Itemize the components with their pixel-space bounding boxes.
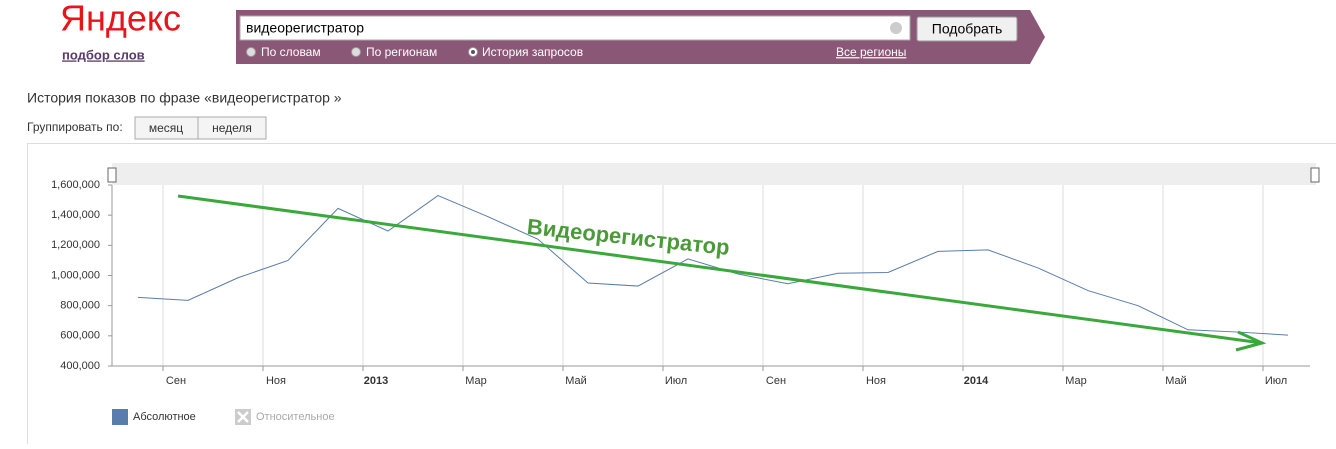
logo-sub[interactable]: подбор слов: [62, 47, 145, 62]
mode[interactable]: История запросов: [482, 45, 583, 59]
x-tick-label: Май: [1165, 375, 1187, 387]
y-tick-label: 400,000: [60, 360, 100, 372]
legend-entry[interactable]: Относительное: [256, 411, 335, 423]
y-tick-label: 1,600,000: [51, 179, 100, 191]
x-tick-label: Ноя: [266, 375, 286, 387]
y-tick-label: 600,000: [60, 330, 100, 342]
y-tick-label: 1,200,000: [51, 239, 100, 251]
radio[interactable]: [352, 48, 361, 57]
y-tick-label: 1,400,000: [51, 209, 100, 221]
mode[interactable]: По словам: [261, 45, 321, 59]
legend-swatch[interactable]: [112, 409, 128, 425]
scroll-handle[interactable]: [108, 168, 116, 182]
y-tick-label: 800,000: [60, 300, 100, 312]
regions-link[interactable]: Все регионы: [836, 45, 906, 59]
x-tick-label: Мар: [1065, 375, 1087, 387]
radio[interactable]: [247, 48, 256, 57]
x-tick-label: Июл: [1265, 375, 1287, 387]
x-tick-label: 2014: [964, 375, 989, 387]
group-button-label: неделя: [212, 121, 252, 135]
x-tick-label: Май: [565, 375, 587, 387]
history-title: История показов по фразе «видеорегистрат…: [27, 90, 342, 106]
group-button-label: месяц: [149, 121, 183, 135]
scroll-band[interactable]: [112, 163, 1316, 185]
legend-entry[interactable]: Абсолютное: [133, 411, 196, 423]
clear-icon[interactable]: [890, 22, 902, 34]
y-tick-label: 1,000,000: [51, 269, 100, 281]
x-tick-label: Июл: [665, 375, 687, 387]
group-label: Группировать по:: [27, 120, 123, 134]
scroll-handle[interactable]: [1311, 168, 1319, 182]
query: видеорегистратор: [246, 20, 364, 36]
x-tick-label: Сен: [766, 375, 786, 387]
button-label: Подобрать: [932, 21, 1003, 37]
radio-dot: [471, 50, 475, 54]
chart-frame: [28, 144, 1336, 445]
x-tick-label: 2013: [364, 375, 388, 387]
x-tick-label: Мар: [465, 375, 487, 387]
logo: Яндекс: [60, 0, 181, 39]
mode[interactable]: По регионам: [366, 45, 437, 59]
x-tick-label: Сен: [166, 375, 186, 387]
x-tick-label: Ноя: [866, 375, 886, 387]
